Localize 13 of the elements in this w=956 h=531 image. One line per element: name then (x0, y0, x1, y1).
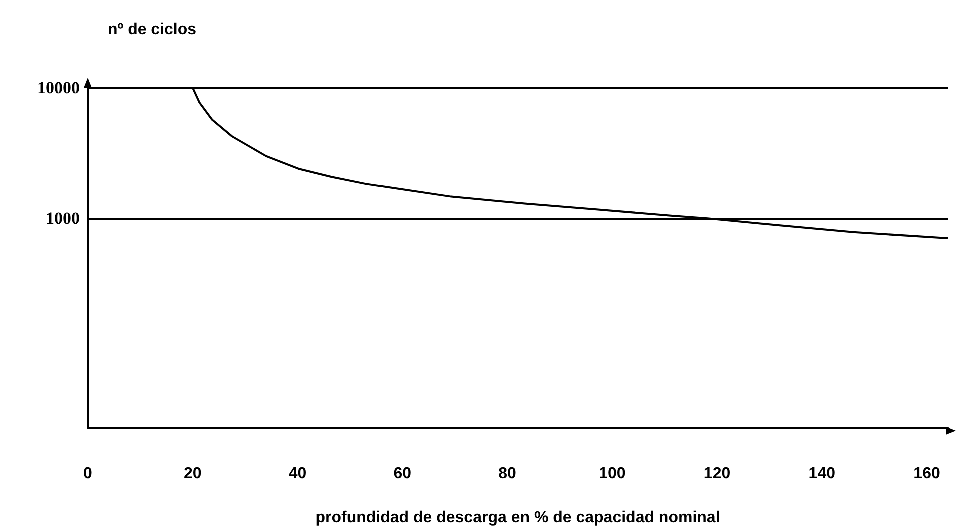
x-tick-label: 20 (184, 466, 202, 482)
y-axis-title: nº de ciclos (108, 22, 197, 38)
x-tick-label: 120 (704, 466, 731, 482)
x-tick-label: 80 (498, 466, 517, 482)
x-tick-label: 100 (599, 466, 626, 482)
y-tick-label: 10000 (38, 78, 80, 98)
x-tick-label: 40 (288, 466, 307, 482)
y-tick-label: 1000 (46, 209, 80, 228)
x-tick-label: 0 (84, 466, 93, 482)
x-tick-label: 140 (808, 466, 836, 482)
x-axis-title: profundidad de descarga en % de capacidad nominal (316, 510, 720, 526)
x-tick-label: 160 (914, 466, 940, 482)
x-tick-label: 60 (394, 466, 412, 482)
